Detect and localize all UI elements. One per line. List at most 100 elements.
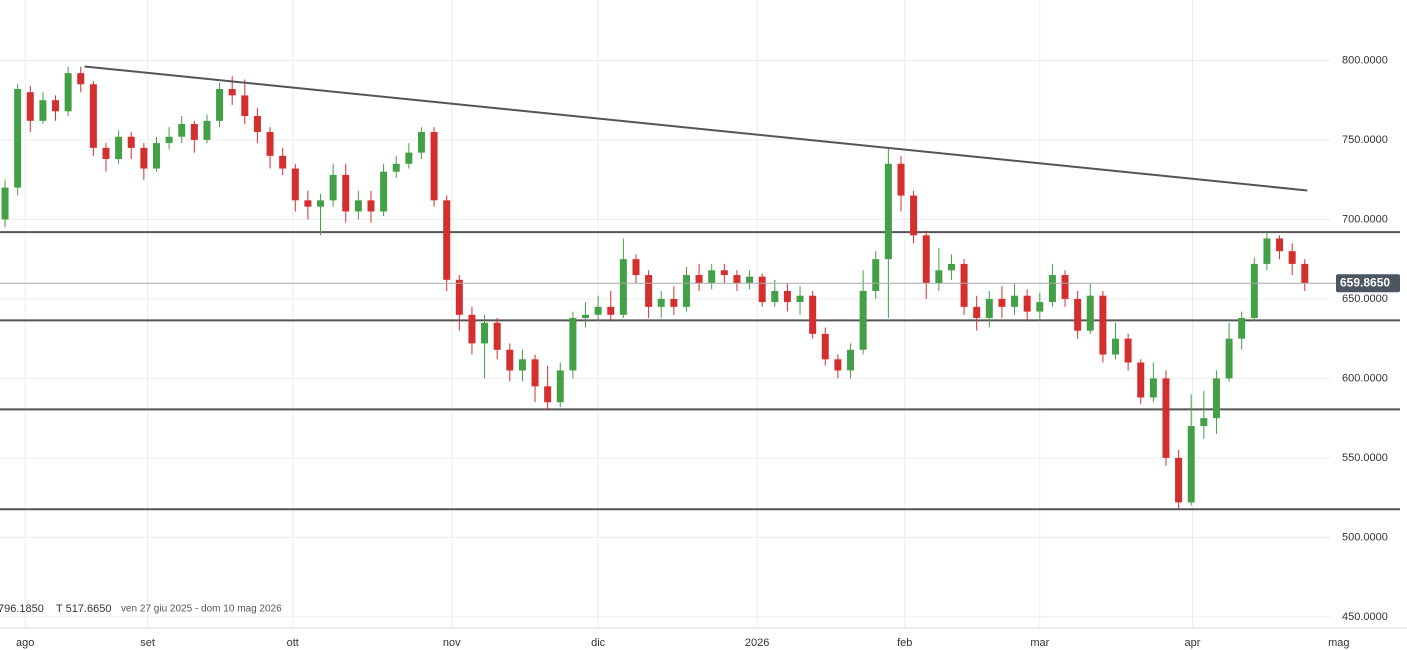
- candle-body: [1011, 295, 1019, 307]
- candle-body: [670, 298, 678, 307]
- candle-body: [1175, 457, 1183, 503]
- candle-body: [266, 131, 274, 156]
- candle-body: [1162, 378, 1170, 458]
- candle-body: [821, 333, 829, 360]
- y-tick-label: 450.0000: [1342, 611, 1388, 623]
- candle-body: [26, 92, 34, 121]
- x-tick-label: mar: [1030, 637, 1049, 649]
- candle-body: [695, 275, 703, 283]
- candle-body: [14, 89, 22, 188]
- candle-body: [1225, 338, 1233, 379]
- candle-body: [39, 100, 47, 121]
- candle-body: [127, 136, 135, 148]
- x-tick-label: 2026: [745, 637, 769, 649]
- candle-body: [77, 73, 85, 85]
- info-text: 796.1850: [0, 603, 44, 615]
- candle-body: [1212, 378, 1220, 419]
- candle-body: [998, 298, 1006, 307]
- candle-body: [455, 279, 463, 315]
- candle-body: [493, 322, 501, 350]
- candle-body: [594, 306, 602, 315]
- candle-body: [1187, 426, 1195, 503]
- y-tick-label: 500.0000: [1342, 531, 1388, 543]
- candle-body: [531, 359, 539, 387]
- candle-body: [1023, 295, 1031, 312]
- x-tick-label: dic: [591, 637, 606, 649]
- x-tick-label: apr: [1185, 637, 1201, 649]
- candle-body: [1099, 295, 1107, 355]
- candle-body: [342, 174, 350, 212]
- candle-body: [329, 174, 337, 201]
- candle-body: [165, 136, 173, 144]
- candle-body: [1, 187, 9, 220]
- candle-body: [720, 270, 728, 276]
- candle-body: [746, 276, 754, 283]
- last-price-box: [1336, 274, 1400, 293]
- candle-body: [417, 131, 425, 153]
- x-tick-label: ago: [16, 637, 34, 649]
- last-price-label: 659.8650: [1340, 275, 1390, 289]
- candle-body: [682, 275, 690, 307]
- y-tick-label: 700.0000: [1342, 213, 1388, 225]
- candle-body: [935, 270, 943, 283]
- candle-body: [291, 168, 299, 201]
- candle-body: [556, 370, 564, 403]
- candle-body: [152, 143, 160, 169]
- candle-body: [1061, 275, 1069, 299]
- candle-body: [569, 317, 577, 371]
- candle-body: [64, 73, 72, 112]
- candle-body: [582, 314, 590, 318]
- candle-body: [973, 306, 981, 318]
- candle-body: [834, 359, 842, 371]
- candle-body: [859, 290, 867, 350]
- candle-body: [1238, 317, 1246, 339]
- candle-body: [405, 152, 413, 164]
- candle-body: [733, 275, 741, 283]
- candle-body: [1112, 338, 1120, 355]
- candle-body: [1149, 378, 1157, 398]
- candle-body: [1137, 362, 1145, 398]
- y-tick-label: 800.0000: [1342, 54, 1388, 66]
- candle-body: [1048, 275, 1056, 303]
- candle-body: [1250, 263, 1258, 318]
- candle-body: [910, 195, 918, 236]
- y-tick-label: 550.0000: [1342, 452, 1388, 464]
- candle-body: [985, 298, 993, 318]
- candle-body: [279, 155, 287, 169]
- candle-body: [922, 235, 930, 283]
- candle-body: [758, 276, 766, 303]
- candle-body: [771, 290, 779, 303]
- info-text: T 517.6650: [56, 603, 111, 615]
- candle-body: [1301, 263, 1309, 283]
- candle-body: [203, 120, 211, 140]
- y-tick-label: 750.0000: [1342, 134, 1388, 146]
- x-tick-label: set: [140, 637, 155, 649]
- candle-body: [1036, 302, 1044, 312]
- candle-body: [178, 124, 186, 137]
- candle-body: [481, 322, 489, 344]
- candle-body: [468, 314, 476, 344]
- candle-body: [884, 163, 892, 260]
- candle-body: [1124, 338, 1132, 363]
- candle-body: [190, 124, 198, 140]
- candle-body: [1074, 298, 1082, 331]
- candle-body: [847, 349, 855, 371]
- candle-body: [1276, 238, 1284, 252]
- candle-body: [708, 270, 716, 283]
- candle-body: [367, 200, 375, 212]
- candle-body: [657, 298, 665, 307]
- candle-body: [380, 171, 388, 212]
- candle-body: [518, 359, 526, 371]
- x-tick-label: ott: [287, 637, 299, 649]
- x-tick-label: nov: [443, 637, 461, 649]
- x-tick-label: mag: [1328, 637, 1349, 649]
- candle-body: [809, 295, 817, 334]
- candle-body: [1288, 251, 1296, 264]
- candle-body: [228, 89, 236, 96]
- candle-body: [443, 200, 451, 280]
- candle-body: [102, 147, 110, 159]
- candle-body: [1263, 238, 1271, 264]
- candle-body: [354, 200, 362, 212]
